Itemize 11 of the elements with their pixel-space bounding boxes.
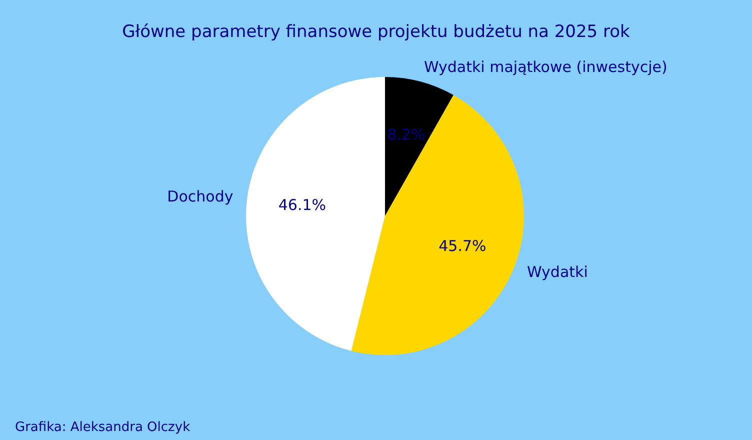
pie-slice (385, 77, 454, 216)
data-label: 8.2% (387, 125, 426, 144)
slice-label: Dochody (167, 187, 234, 206)
slice-label: Wydatki majątkowe (inwestycje) (424, 58, 668, 76)
chart-title: Główne parametry finansowe projektu budżetu na 2025 rok (122, 22, 630, 42)
pie-slice (246, 77, 385, 351)
data-label: 46.1% (278, 196, 326, 214)
slice-label: Wydatki (526, 262, 588, 281)
text: Grafika: Aleksandra Olczyk (15, 420, 191, 435)
data-label: 45.7% (438, 237, 486, 256)
pie-slice (351, 95, 524, 355)
